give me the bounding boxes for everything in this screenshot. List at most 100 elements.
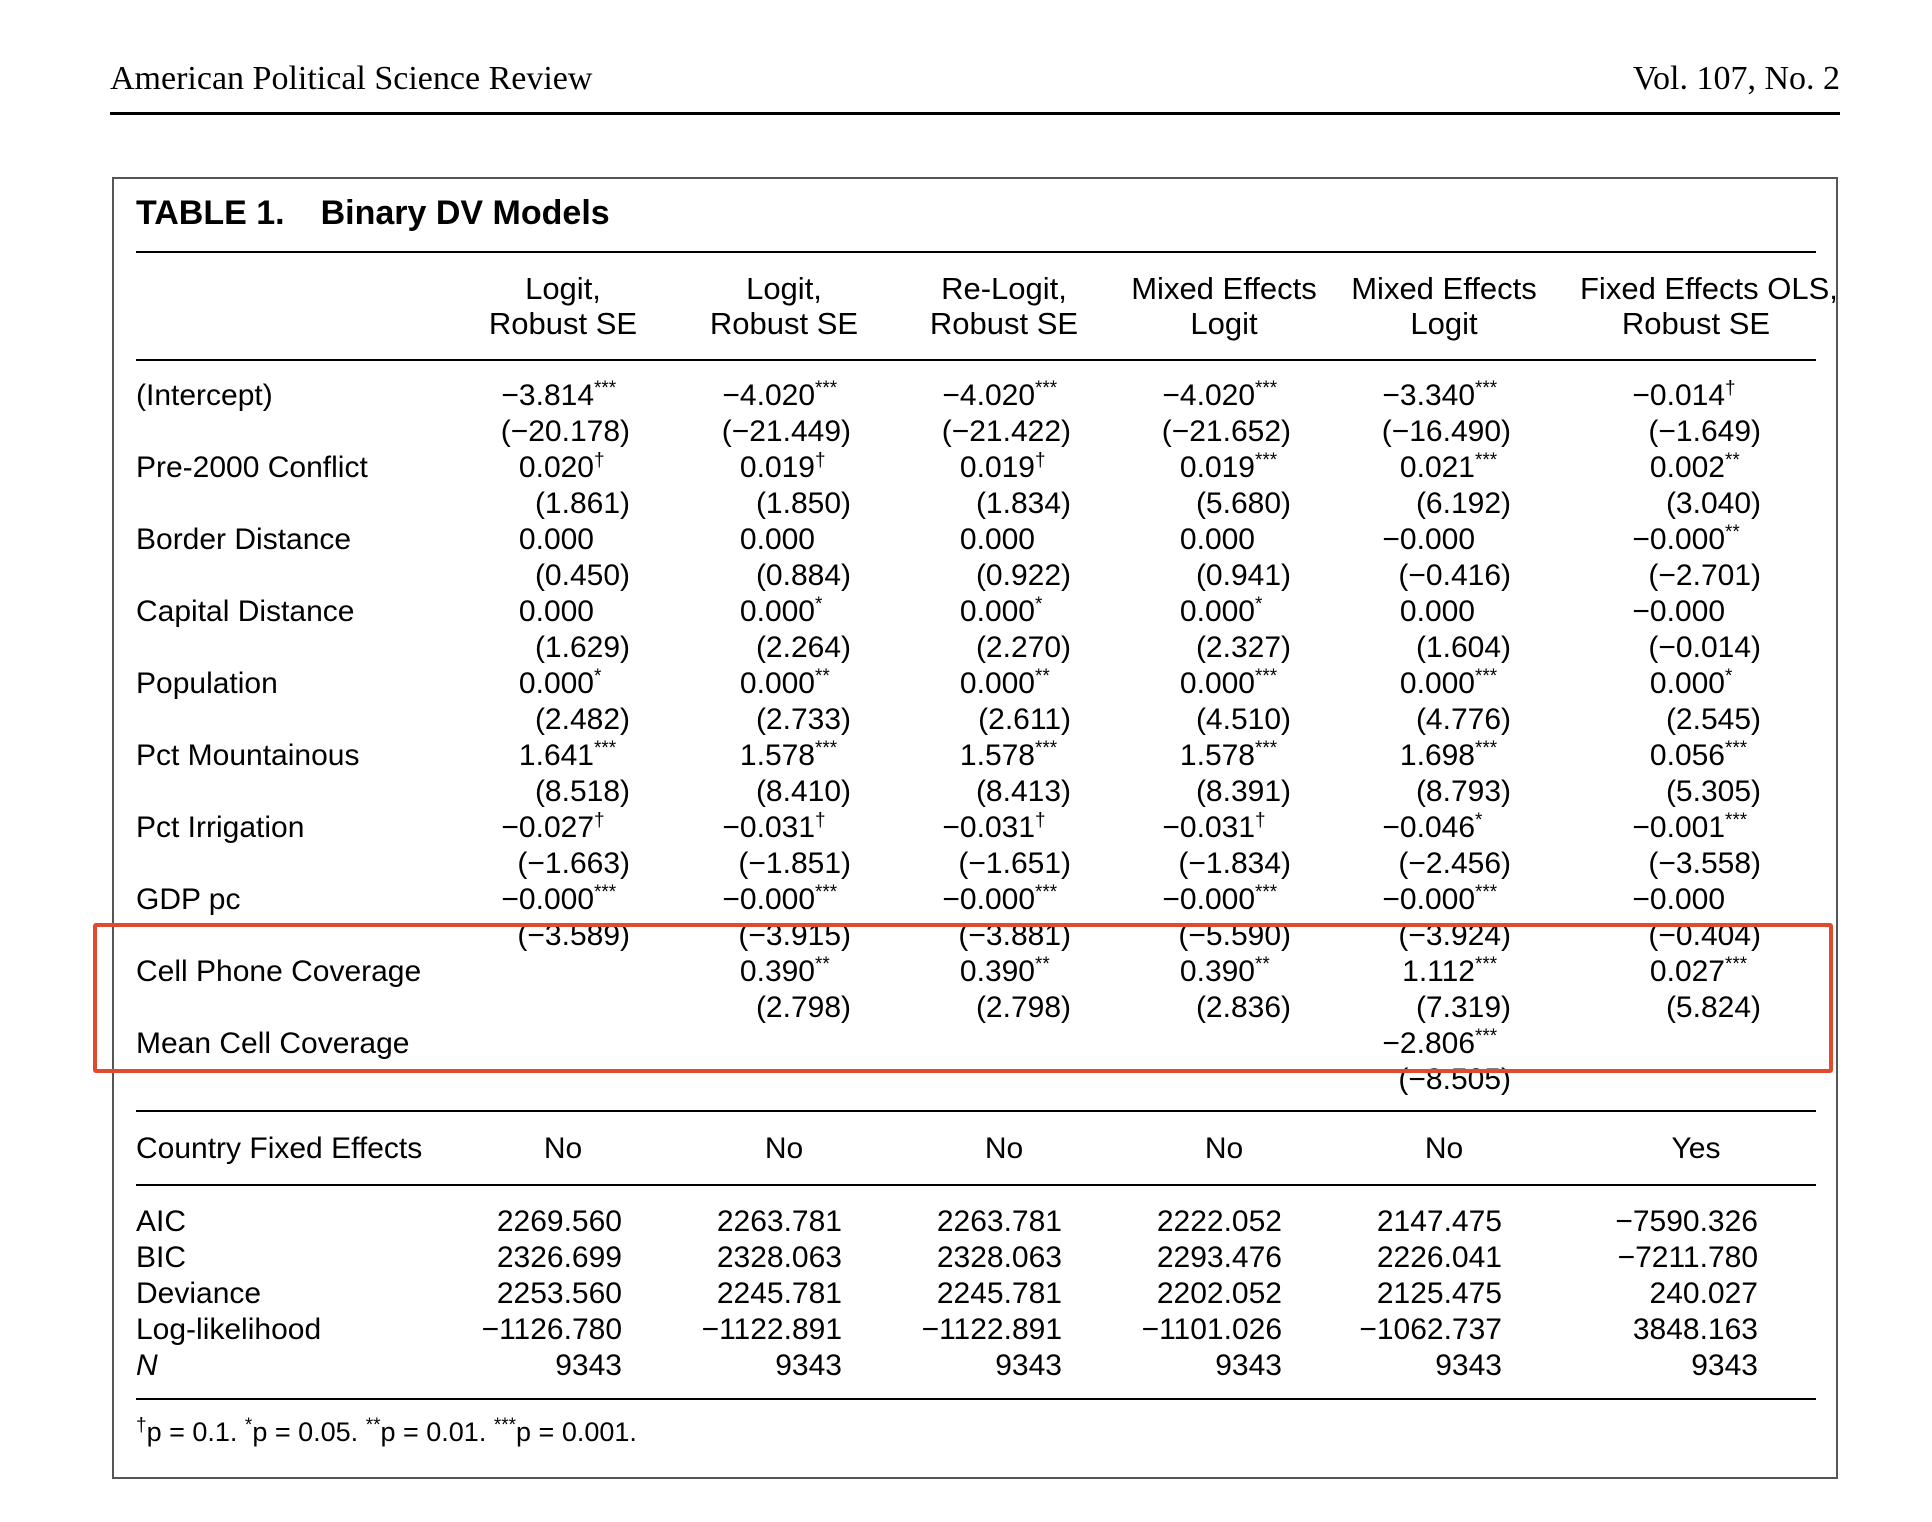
- coefficient-value: 0.000: [1179, 667, 1255, 700]
- fixed-effects-cell: No: [984, 1132, 1024, 1165]
- footnote-text: p = 0.01.: [380, 1417, 487, 1447]
- journal-name: American Political Science Review: [110, 60, 593, 97]
- coefficient-value: 0.390: [739, 955, 815, 988]
- coefficient-cell: −0.000***: [681, 883, 851, 917]
- t-statistic: (−21.422): [941, 415, 1071, 448]
- coefficient-value: −0.031: [942, 811, 1035, 844]
- coefficient-cell: 0.000: [1341, 595, 1511, 629]
- t-statistic: (−16.490): [1381, 415, 1511, 448]
- statistic-cell: −1062.737: [1359, 1313, 1502, 1346]
- coefficient-cell: −0.000***: [901, 883, 1071, 917]
- significance-marker: †: [1725, 378, 1736, 399]
- significance-marker: †: [1035, 450, 1046, 471]
- t-statistic: (−21.449): [721, 415, 851, 448]
- coefficient-value: −0.000: [1382, 523, 1475, 556]
- row-label: BIC: [136, 1241, 187, 1274]
- coefficient-cell: 0.027***: [1591, 955, 1761, 989]
- coefficient-cell: −3.340***: [1341, 379, 1511, 413]
- statistic-cell: 2222.052: [1156, 1205, 1282, 1238]
- statistic-cell: 3848.163: [1632, 1313, 1758, 1346]
- volume-issue: Vol. 107, No. 2: [1632, 60, 1840, 97]
- statistic-cell: 2328.063: [936, 1241, 1062, 1274]
- significance-marker: ***: [1475, 882, 1498, 903]
- t-statistic: (−0.014): [1648, 631, 1761, 664]
- coefficient-value: −3.814: [501, 379, 594, 412]
- coefficient-cell: −0.000**: [1591, 523, 1761, 557]
- coefficient-value: 1.578: [1179, 739, 1255, 772]
- coefficient-cell: −0.014†: [1591, 379, 1761, 413]
- column-header: Fixed Effects OLS, Robust SE: [1580, 271, 1838, 341]
- coefficient-value: 0.000: [959, 667, 1035, 700]
- statistic-cell: 2328.063: [716, 1241, 842, 1274]
- significance-marker: ***: [815, 378, 838, 399]
- significance-marker: †: [594, 810, 605, 831]
- statistic-cell: 9343: [995, 1349, 1062, 1382]
- row-label: Population: [136, 667, 278, 700]
- significance-marker: **: [1725, 522, 1740, 543]
- rule-under-fixed-effects: [136, 1184, 1816, 1186]
- coefficient-value: 0.000: [739, 595, 815, 628]
- column-header: Re-Logit, Robust SE: [888, 271, 1120, 341]
- coefficient-value: 0.000: [739, 667, 815, 700]
- coefficient-cell: 0.019†: [681, 451, 851, 485]
- coefficient-value: 0.000: [1649, 667, 1725, 700]
- fixed-effects-cell: No: [1204, 1132, 1244, 1165]
- footnote-symbol: ***: [493, 1415, 517, 1436]
- coefficient-value: −0.027: [501, 811, 594, 844]
- t-statistic: (8.793): [1415, 775, 1511, 808]
- significance-marker: *: [1255, 594, 1263, 615]
- coefficient-value: 1.578: [959, 739, 1035, 772]
- row-label: GDP pc: [136, 883, 241, 916]
- t-statistic: (−1.834): [1178, 847, 1291, 880]
- t-statistic: (−2.701): [1648, 559, 1761, 592]
- coefficient-cell: −4.020***: [901, 379, 1071, 413]
- rule-under-header: [136, 359, 1816, 361]
- t-statistic: (5.824): [1665, 991, 1761, 1024]
- significance-marker: ***: [1255, 666, 1278, 687]
- statistic-cell: −7211.780: [1617, 1241, 1758, 1274]
- statistic-cell: 9343: [555, 1349, 622, 1382]
- coefficient-value: −0.000: [501, 883, 594, 916]
- column-header: Logit, Robust SE: [447, 271, 679, 341]
- coefficient-value: 1.112: [1402, 955, 1475, 988]
- t-statistic: (1.604): [1415, 631, 1511, 664]
- significance-marker: *: [594, 666, 602, 687]
- significance-marker: **: [815, 954, 830, 975]
- significance-marker: ***: [1255, 450, 1278, 471]
- significance-marker: ***: [594, 882, 617, 903]
- rule-bottom: [136, 1398, 1816, 1400]
- statistic-cell: 2263.781: [716, 1205, 842, 1238]
- coefficient-value: −4.020: [722, 379, 815, 412]
- coefficient-cell: −0.000***: [1341, 883, 1511, 917]
- t-statistic: (8.413): [975, 775, 1071, 808]
- statistic-cell: 2202.052: [1156, 1277, 1282, 1310]
- t-statistic: (−3.558): [1648, 847, 1761, 880]
- coefficient-cell: −3.814***: [460, 379, 630, 413]
- coefficient-value: 0.000: [739, 523, 815, 556]
- significance-marker: ***: [1255, 882, 1278, 903]
- coefficient-value: 0.019: [1179, 451, 1255, 484]
- fixed-effects-cell: No: [1424, 1132, 1464, 1165]
- statistic-cell: 2245.781: [716, 1277, 842, 1310]
- coefficient-value: 0.002: [1649, 451, 1725, 484]
- coefficient-cell: −0.000***: [1121, 883, 1291, 917]
- coefficient-value: 0.019: [959, 451, 1035, 484]
- coefficient-cell: 0.000***: [1121, 667, 1291, 701]
- coefficient-value: −0.031: [1162, 811, 1255, 844]
- t-statistic: (2.611): [978, 703, 1071, 736]
- t-statistic: (−2.456): [1398, 847, 1511, 880]
- statistic-cell: 2293.476: [1156, 1241, 1282, 1274]
- t-statistic: (2.270): [975, 631, 1071, 664]
- coefficient-cell: −0.001***: [1591, 811, 1761, 845]
- statistic-cell: 240.027: [1649, 1277, 1758, 1310]
- coefficient-value: 0.027: [1649, 955, 1725, 988]
- coefficient-cell: 0.000*: [1121, 595, 1291, 629]
- highlight-box: [93, 923, 1833, 1073]
- coefficient-cell: 0.000: [681, 523, 851, 557]
- column-header-line: Fixed Effects OLS,: [1580, 271, 1838, 306]
- significance-marker: *: [1035, 594, 1043, 615]
- statistic-cell: 9343: [775, 1349, 842, 1382]
- coefficient-cell: 0.021***: [1341, 451, 1511, 485]
- coefficient-cell: 0.000*: [901, 595, 1071, 629]
- page-header: American Political Science Review Vol. 1…: [110, 60, 1840, 115]
